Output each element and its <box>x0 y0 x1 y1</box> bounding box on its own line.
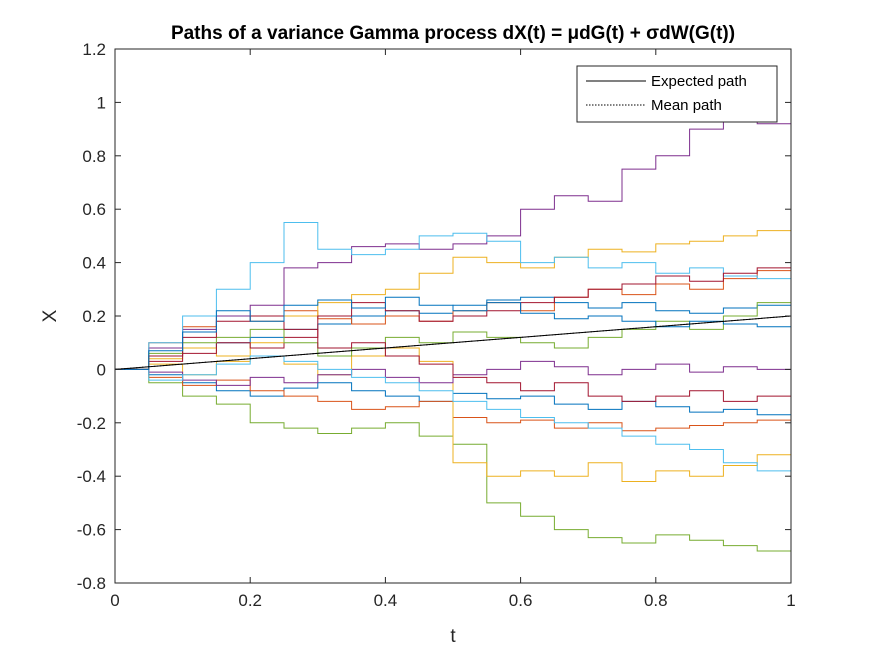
series-line-6 <box>115 222 792 370</box>
y-tick-label: 0 <box>97 360 106 379</box>
series-line-7 <box>115 265 792 370</box>
y-axis-ticks: -0.8 -0.6 -0.4 -0.2 0 0.2 0.4 0.6 0.8 1 1.2 <box>77 40 791 593</box>
y-tick-label: 0.8 <box>82 147 106 166</box>
y-tick-label: 1.2 <box>82 40 106 59</box>
reference-layer <box>114 315 792 370</box>
y-tick-label: 0.6 <box>82 200 106 219</box>
y-tick-label: -0.6 <box>77 521 106 540</box>
x-tick-label: 0.8 <box>644 591 668 610</box>
x-axis-label: t <box>450 626 456 647</box>
y-tick-label: 1 <box>97 93 106 112</box>
x-tick-label: 0.4 <box>374 591 398 610</box>
y-tick-label: 0.2 <box>82 307 106 326</box>
x-tick-label: 0 <box>110 591 119 610</box>
y-tick-label: -0.8 <box>77 574 106 593</box>
x-axis-ticks: 0 0.2 0.4 0.6 0.8 1 <box>110 49 796 610</box>
series-layer <box>115 112 792 552</box>
series-line-15 <box>115 296 792 370</box>
y-tick-label: 0.4 <box>82 254 106 273</box>
series-line-14 <box>115 315 792 402</box>
legend-box <box>576 65 778 123</box>
series-line-10 <box>115 347 792 482</box>
series-line-4 <box>115 112 792 370</box>
chart-title: Paths of a variance Gamma process dX(t) … <box>171 23 735 44</box>
legend: Expected path Mean path <box>576 65 778 123</box>
mean-path-line <box>114 315 792 370</box>
y-tick-label: -0.4 <box>77 467 106 486</box>
series-line-13 <box>115 355 792 472</box>
legend-label-expected: Expected path <box>651 73 747 90</box>
y-axis-label: X <box>40 309 61 322</box>
x-tick-label: 0.6 <box>509 591 533 610</box>
x-tick-label: 1 <box>786 591 795 610</box>
legend-label-mean: Mean path <box>651 97 722 114</box>
series-line-3 <box>115 227 792 370</box>
y-tick-label: -0.2 <box>77 414 106 433</box>
x-tick-label: 0.2 <box>238 591 262 610</box>
